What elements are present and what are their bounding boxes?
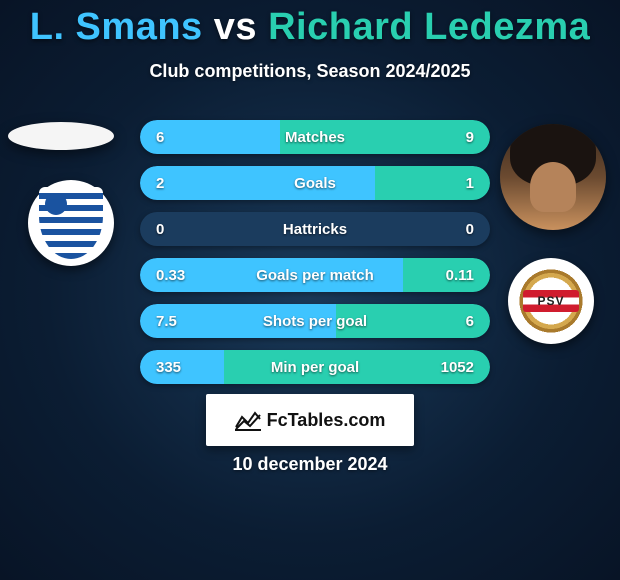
stat-row: 335Min per goal1052 — [140, 350, 490, 384]
stat-row: 7.5Shots per goal6 — [140, 304, 490, 338]
stat-value-right: 0 — [430, 221, 490, 238]
player1-club-badge — [28, 180, 114, 266]
stat-row: 0Hattricks0 — [140, 212, 490, 246]
stat-row: 2Goals1 — [140, 166, 490, 200]
comparison-date: 10 december 2024 — [0, 454, 620, 475]
stats-container: 6Matches92Goals10Hattricks00.33Goals per… — [140, 120, 490, 396]
branding-text: FcTables.com — [267, 410, 386, 431]
stat-label: Shots per goal — [200, 313, 430, 330]
stat-value-right: 6 — [430, 313, 490, 330]
stat-row: 6Matches9 — [140, 120, 490, 154]
heerenveen-badge-icon — [39, 187, 103, 259]
stat-value-left: 6 — [140, 129, 200, 146]
stat-value-right: 1 — [430, 175, 490, 192]
stat-value-left: 2 — [140, 175, 200, 192]
stat-value-right: 9 — [430, 129, 490, 146]
fctables-logo-icon — [235, 409, 261, 431]
subtitle: Club competitions, Season 2024/2025 — [0, 61, 620, 82]
player2-name: Richard Ledezma — [268, 6, 590, 48]
player1-avatar — [8, 122, 114, 150]
stat-row: 0.33Goals per match0.11 — [140, 258, 490, 292]
vs-text: vs — [214, 6, 257, 48]
stat-value-left: 0.33 — [140, 267, 200, 284]
stat-value-left: 335 — [140, 359, 200, 376]
stat-label: Min per goal — [200, 359, 430, 376]
psv-label: PSV — [523, 290, 579, 312]
player1-name: L. Smans — [30, 6, 203, 48]
player2-avatar — [500, 124, 606, 230]
stat-label: Matches — [200, 129, 430, 146]
psv-badge-icon: PSV — [515, 265, 587, 337]
player2-club-badge: PSV — [508, 258, 594, 344]
stat-label: Goals per match — [200, 267, 430, 284]
branding-badge: FcTables.com — [206, 394, 414, 446]
stat-value-right: 1052 — [430, 359, 490, 376]
stat-value-right: 0.11 — [430, 267, 490, 284]
comparison-title: L. Smans vs Richard Ledezma — [0, 0, 620, 49]
stat-label: Goals — [200, 175, 430, 192]
stat-value-left: 7.5 — [140, 313, 200, 330]
stat-value-left: 0 — [140, 221, 200, 238]
stat-label: Hattricks — [200, 221, 430, 238]
